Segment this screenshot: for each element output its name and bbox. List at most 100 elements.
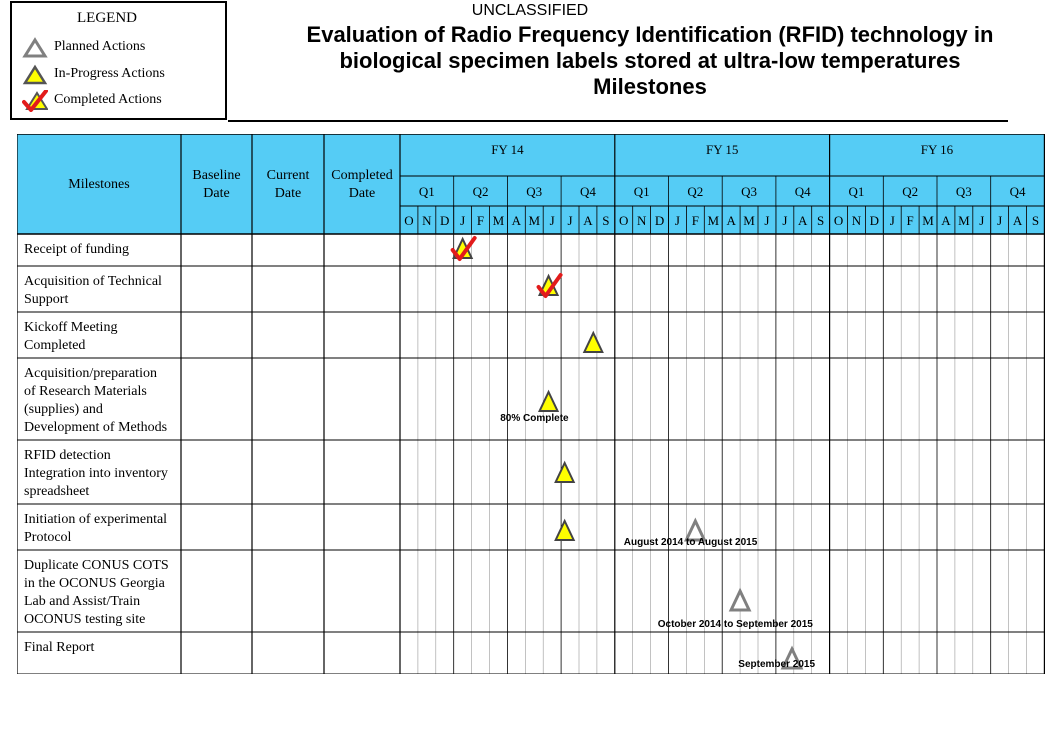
legend-label-completed: Completed Actions [54,92,162,107]
month-label: A [512,213,522,228]
quarter-label: Q2 [902,184,918,199]
quarter-label: Q1 [419,184,435,199]
in-progress-triangle-icon [582,330,604,353]
title-underline [228,120,1008,122]
quarter-label: Q3 [741,184,757,199]
in-progress-triangle-icon [554,518,576,541]
month-label: J [460,213,465,228]
month-label: O [404,213,413,228]
planned-triangle-icon [728,587,752,612]
title-line-2: biological specimen labels stored at ult… [339,48,961,73]
milestone-label: (supplies) and [24,402,103,417]
month-label: M [493,213,505,228]
fy-label: FY 14 [491,142,524,157]
legend-title: LEGEND [77,10,137,26]
quarter-label: Q2 [473,184,489,199]
fy-label: FY 15 [706,142,738,157]
legend-label-planned: Planned Actions [54,39,146,54]
month-label: J [568,213,573,228]
milestone-label: Completed [24,338,85,353]
in-progress-triangle-icon [554,460,576,483]
month-label: A [1013,213,1023,228]
milestone-label: Receipt of funding [24,242,129,257]
milestones-header: Milestones [68,177,129,192]
in-progress-triangle-icon [22,64,48,85]
planned-triangle-icon [22,37,48,58]
quarter-label: Q1 [849,184,865,199]
milestone-label: Acquisition of Technical [24,274,162,289]
in-progress-triangle-icon [537,389,560,412]
month-label: D [870,213,879,228]
page-title: Evaluation of Radio Frequency Identifica… [240,22,1060,100]
quarter-label: Q4 [795,184,811,199]
column-header-3: Date [349,186,375,201]
milestone-label: Protocol [24,530,72,545]
quarter-label: Q4 [580,184,596,199]
month-label: N [637,213,647,228]
column-header-2: Current [267,168,310,183]
milestone-label: Lab and Assist/Train [24,594,140,609]
quarter-label: Q3 [526,184,542,199]
milestone-label: in the OCONUS Georgia [24,576,166,591]
milestone-label: Initiation of experimental [24,512,167,527]
completed-check-icon [22,90,48,112]
month-label: O [619,213,628,228]
quarter-label: Q2 [687,184,703,199]
column-header-1: Date [203,186,229,201]
milestone-label: RFID detection [24,448,111,463]
month-label: J [675,213,680,228]
month-label: F [907,213,914,228]
milestone-note: October 2014 to September 2015 [657,619,813,630]
milestone-label: of Research Materials [24,384,147,399]
month-label: F [692,213,699,228]
milestone-label: Acquisition/preparation [24,366,157,381]
month-label: D [440,213,449,228]
quarter-label: Q3 [956,184,972,199]
column-header-1: Baseline [192,168,240,183]
classification-label: UNCLASSIFIED [471,2,589,19]
title-line-3: Milestones [593,74,707,99]
month-label: S [1032,213,1039,228]
planned-triangle-icon [780,645,804,670]
month-label: J [979,213,984,228]
quarter-label: Q1 [634,184,650,199]
milestone-note: September 2015 [738,659,816,670]
legend-label-in-progress: In-Progress Actions [54,66,165,81]
month-label: A [941,213,951,228]
month-label: O [834,213,843,228]
header-fill [17,134,1045,234]
milestone-table: Milestones Baseline Date Current Date Complet… [17,134,1045,674]
month-label: N [422,213,432,228]
month-label: J [764,213,769,228]
month-label: F [477,213,484,228]
month-label: A [583,213,593,228]
month-label: D [655,213,664,228]
title-line-1: Evaluation of Radio Frequency Identifica… [306,22,994,47]
milestone-label: OCONUS testing site [24,612,145,627]
month-label: M [922,213,934,228]
column-header-2: Date [275,186,301,201]
milestone-label: Duplicate CONUS COTS [24,558,169,573]
quarter-label: Q4 [1010,184,1026,199]
completed-check-icon [536,273,563,298]
milestone-label: Kickoff Meeting [24,320,117,335]
month-label: S [602,213,609,228]
milestone-label: spreadsheet [24,484,89,499]
fy-label: FY 16 [921,142,954,157]
month-label: J [782,213,787,228]
column-header-3: Completed [331,168,392,183]
month-label: M [528,213,540,228]
month-label: A [726,213,736,228]
milestone-note: August 2014 to August 2015 [623,537,758,548]
legend-box: LEGEND Planned Actions In-Progress Actio… [10,1,227,120]
planned-triangle-icon [683,517,707,542]
milestone-label: Final Report [24,640,94,655]
month-label: A [798,213,808,228]
month-label: J [997,213,1002,228]
month-label: M [743,213,755,228]
month-label: J [890,213,895,228]
milestone-label: Support [24,292,68,307]
month-label: S [817,213,824,228]
month-label: M [707,213,719,228]
month-label: N [852,213,862,228]
